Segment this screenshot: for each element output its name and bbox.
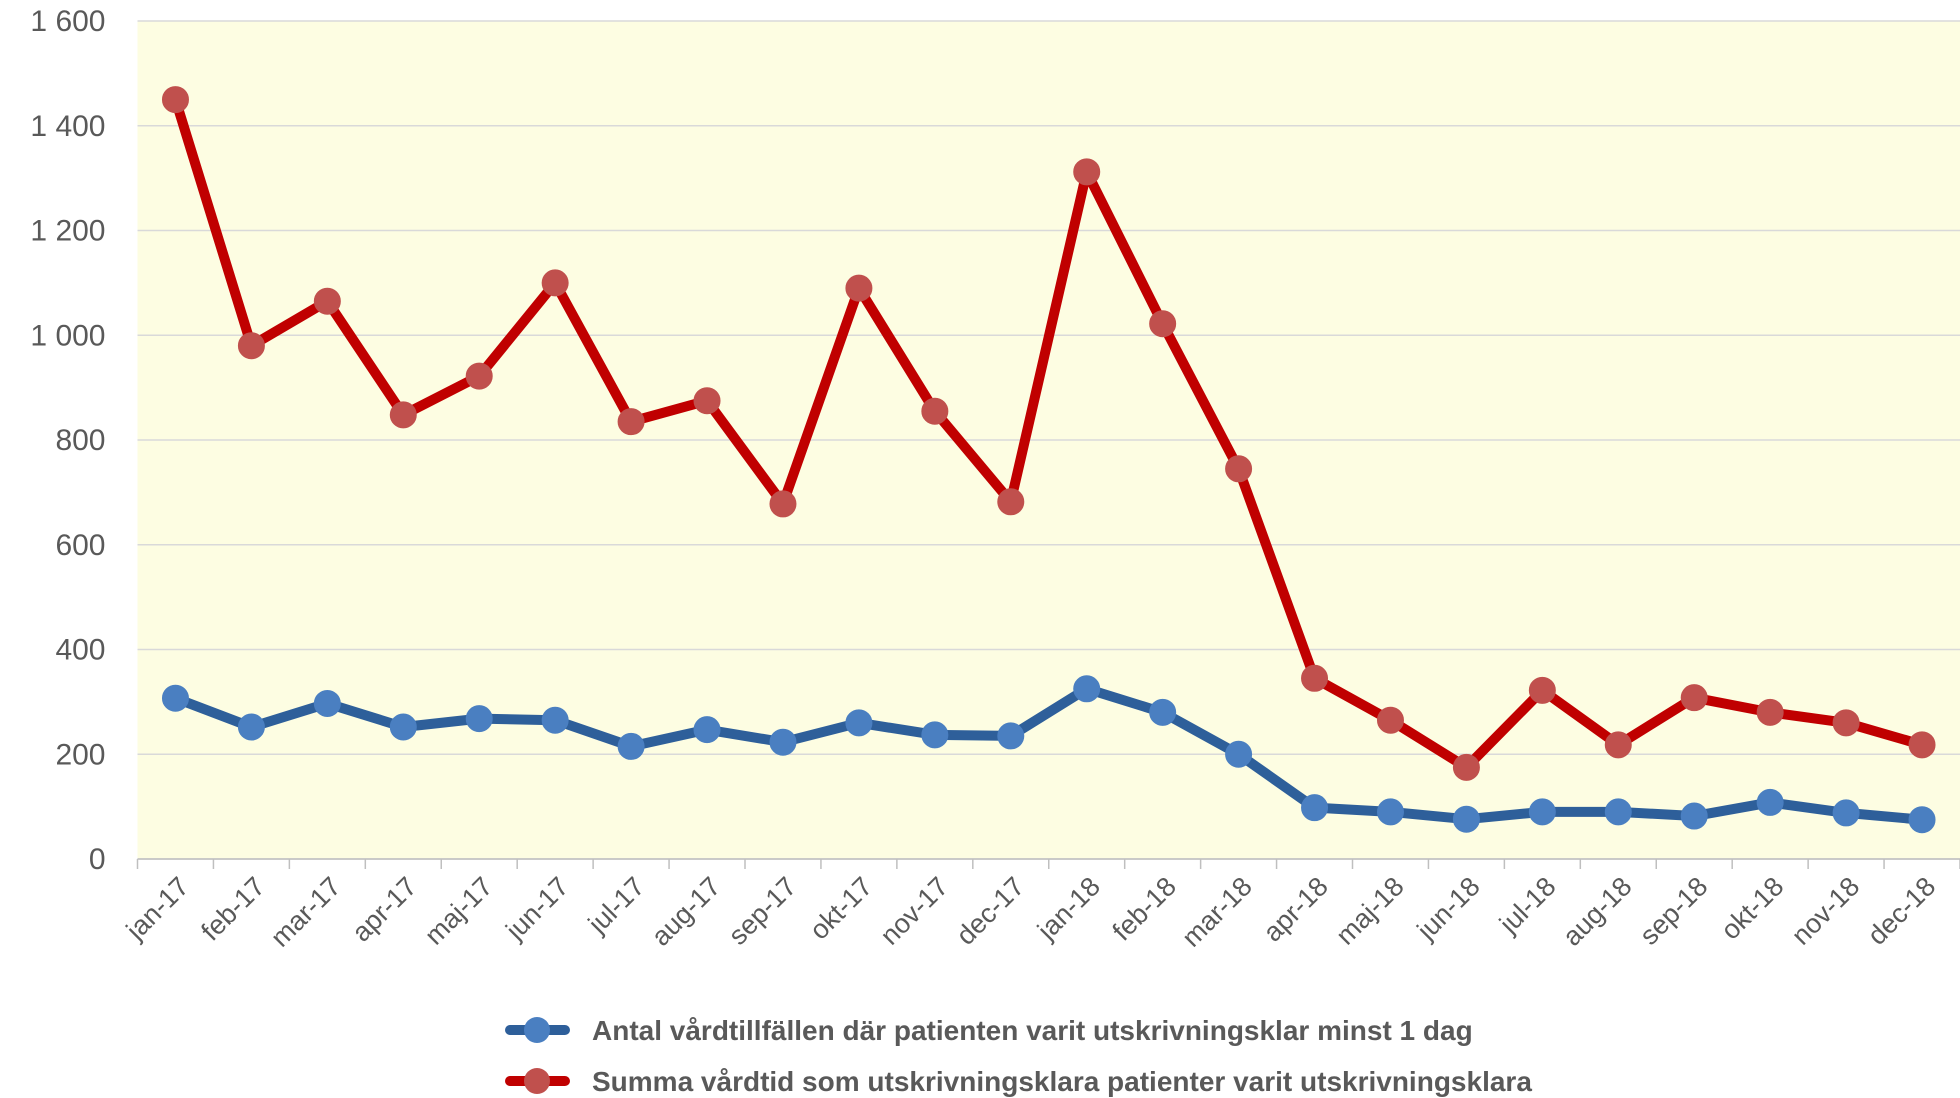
x-tick-label: feb-18 [1107,871,1182,946]
point-marker [617,408,645,436]
legend-label: Summa vårdtid som utskrivningsklara pati… [592,1066,1532,1097]
x-tick-label: nov-17 [875,871,955,951]
point-marker [1604,798,1632,826]
y-tick-label: 0 [89,843,106,876]
point-marker [1376,706,1404,734]
point-marker [845,709,873,737]
point-marker [161,684,189,712]
x-tick-label: feb-17 [195,871,270,946]
x-tick-label: okt-18 [1715,871,1789,945]
point-marker [1452,753,1480,781]
legend-label: Antal vårdtillfällen där patienten varit… [592,1015,1473,1046]
point-marker [693,716,721,744]
x-tick-label: jan-18 [1031,871,1106,946]
y-tick-label: 1 200 [30,215,105,248]
point-marker [1528,676,1556,704]
point-marker [997,722,1025,750]
point-marker [1756,698,1784,726]
y-tick-label: 1 400 [30,110,105,143]
legend-marker [524,1068,550,1094]
point-marker [617,732,645,760]
point-marker [1149,698,1177,726]
point-marker [693,387,721,415]
point-marker [1225,740,1253,768]
x-tick-label: aug-18 [1557,871,1638,952]
point-marker [845,274,873,302]
point-marker [769,490,797,518]
series-line [170,98,1924,773]
x-tick-label: nov-18 [1786,871,1866,951]
y-tick-label: 1 600 [30,5,105,38]
point-marker [1301,794,1329,822]
y-tick-label: 1 000 [30,319,105,352]
point-marker [389,401,417,429]
point-marker [541,269,569,297]
x-tick-label: aug-17 [646,871,727,952]
x-tick-label: maj-18 [1330,871,1410,951]
point-marker [1832,799,1860,827]
y-tick-label: 400 [55,634,105,667]
point-marker [161,86,189,114]
point-marker [1149,310,1177,338]
x-tick-label: apr-18 [1257,871,1333,947]
point-marker [1225,455,1253,483]
x-tick-label: dec-18 [1862,871,1942,951]
x-tick-label: okt-17 [804,871,878,945]
x-tick-label: jun-17 [499,871,574,946]
point-marker [921,397,949,425]
point-marker [1376,798,1404,826]
point-marker [921,721,949,749]
point-marker [1680,802,1708,830]
x-tick-label: jan-17 [120,871,195,946]
x-tick-label: mar-17 [265,871,347,953]
point-marker [769,728,797,756]
x-tick-label: dec-17 [951,871,1031,951]
point-marker [1452,805,1480,833]
point-marker [541,706,569,734]
point-marker [313,287,341,315]
x-tick-label: maj-17 [419,871,499,951]
point-marker [389,713,417,741]
x-tick-label: apr-17 [346,871,422,947]
point-marker [1604,731,1632,759]
legend-marker [524,1017,550,1043]
x-tick-label: jul-18 [1493,871,1562,940]
point-marker [465,362,493,390]
point-marker [1073,675,1101,703]
point-marker [1301,664,1329,692]
point-marker [313,689,341,717]
point-marker [997,488,1025,516]
point-marker [1908,806,1936,834]
x-tick-label: jun-18 [1411,871,1486,946]
point-marker [1680,684,1708,712]
point-marker [1528,798,1556,826]
x-tick-label: mar-18 [1176,871,1258,953]
y-tick-label: 200 [55,738,105,771]
point-marker [1832,709,1860,737]
x-tick-label: jul-17 [582,871,651,940]
y-tick-label: 800 [55,424,105,457]
x-tick-label: sep-18 [1634,871,1714,951]
point-marker [465,705,493,733]
point-marker [1073,158,1101,186]
y-tick-label: 600 [55,529,105,562]
point-marker [237,713,265,741]
point-marker [1908,731,1936,759]
point-marker [1756,788,1784,816]
point-marker [237,332,265,360]
x-tick-label: sep-17 [723,871,803,951]
